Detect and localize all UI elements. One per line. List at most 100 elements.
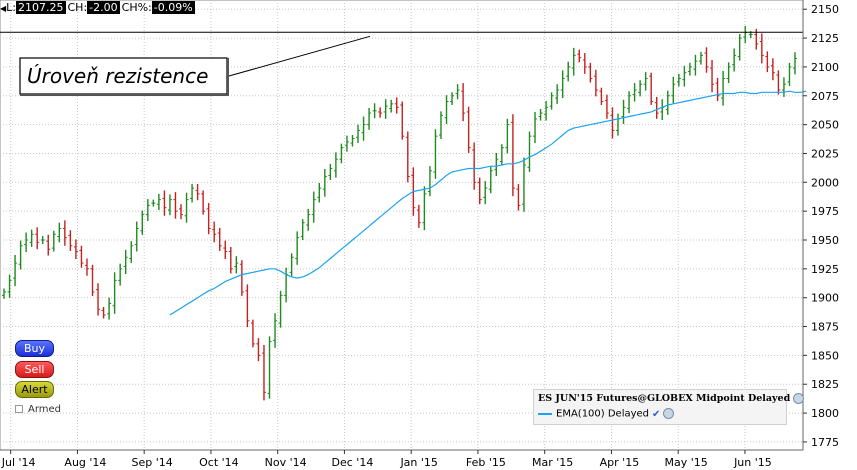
ohlc-bar [273, 313, 278, 348]
y-tick-label: 2075 [811, 90, 839, 103]
ohlc-bar [145, 199, 150, 221]
x-tick-label: Jun '15 [733, 456, 772, 469]
ohlc-bar [461, 83, 466, 122]
ohlc-bar [577, 49, 582, 63]
ohlc-bar [217, 227, 222, 251]
legend-ema-label: EMA(100) Delayed [556, 408, 650, 420]
ohlc-bar [654, 96, 659, 119]
ohlc-bar [488, 166, 493, 194]
annotation-pointer-line [228, 35, 371, 77]
ohlc-bar [555, 84, 560, 104]
ohlc-bar [79, 245, 84, 268]
ohlc-bar [356, 124, 361, 144]
ohlc-bar [328, 163, 333, 180]
ohlc-bar [588, 62, 593, 83]
x-tick-label: Mar '15 [532, 456, 573, 469]
ohlc-bar [129, 241, 134, 264]
x-tick-label: Aug '14 [64, 456, 106, 469]
ohlc-bar [599, 87, 604, 105]
ohlc-bar [721, 70, 726, 106]
ohlc-bar [627, 91, 632, 114]
x-tick-label: Feb '15 [466, 456, 506, 469]
ohlc-bar [84, 258, 89, 276]
ohlc-bar [770, 58, 775, 81]
ohlc-bar [687, 62, 692, 76]
ohlc-bar [549, 92, 554, 110]
ohlc-bar [295, 231, 300, 265]
grid [0, 0, 804, 451]
ohlc-bar [261, 345, 266, 401]
ohlc-bar [571, 47, 576, 76]
quote-header: ◀L: 2107.25 CH: -2.00 CH%: -0.09% [0, 0, 195, 16]
ohlc-bar [167, 194, 172, 216]
ohlc-bar [190, 184, 195, 203]
ohlc-bar [322, 169, 327, 197]
ohlc-bar [267, 336, 272, 399]
last-value: 2107.25 [16, 1, 66, 14]
ohlc-bar [615, 113, 620, 136]
change-percent-label: CH%: [121, 1, 152, 14]
change-value: -2.00 [87, 1, 120, 14]
ohlc-bar [660, 99, 665, 120]
ohlc-bar [317, 182, 322, 203]
ohlc-bar [438, 111, 443, 140]
ohlc-bar [732, 48, 737, 72]
ohlc-bar [682, 65, 687, 87]
ohlc-bar [201, 190, 206, 215]
armed-checkbox[interactable] [15, 405, 23, 413]
ohlc-bar [344, 135, 349, 152]
x-tick-label: Sep '14 [132, 456, 173, 469]
x-tick-label: Dec '14 [332, 456, 374, 469]
ohlc-bar [18, 240, 23, 270]
ohlc-bar [472, 142, 477, 190]
check-icon[interactable]: ✔ [652, 408, 661, 420]
menu-arrow-icon[interactable]: ◀ [0, 4, 7, 13]
ohlc-bar [560, 70, 565, 99]
ohlc-bar [2, 288, 6, 299]
ohlc-bar [394, 97, 399, 114]
ohlc-bar [90, 264, 95, 296]
ohlc-bar [538, 109, 543, 121]
ema-globe-icon[interactable] [663, 408, 675, 419]
ohlc-bar [671, 76, 676, 104]
ohlc-bar [311, 191, 316, 223]
ohlc-bar [710, 60, 715, 93]
ohlc-bar [776, 70, 781, 95]
annotation-text: Úroveň rezistence [27, 64, 208, 88]
ohlc-bar [715, 77, 720, 101]
ohlc-bar [665, 90, 670, 115]
ohlc-bar [499, 144, 504, 165]
y-tick-label: 1775 [811, 436, 839, 449]
ohlc-bar [638, 80, 643, 97]
alert-button[interactable]: Alert [15, 381, 54, 398]
ohlc-bar [632, 83, 637, 102]
ohlc-bar [433, 129, 438, 179]
ohlc-bar [416, 204, 421, 228]
ohlc-bar [278, 290, 283, 328]
ohlc-bar [649, 72, 654, 105]
ohlc-bar [378, 107, 383, 118]
ohlc-bar [643, 72, 648, 91]
y-tick-label: 2100 [811, 61, 839, 74]
time-axis: Jul '14 Aug '14 Sep '14 Oct '14 Nov '14 Dec '… [1, 450, 772, 469]
ohlc-bar [134, 221, 139, 252]
chart-legend: ES JUN'15 Futures@GLOBEX Midpoint Delaye… [533, 389, 805, 425]
ema-100-line [169, 90, 807, 316]
y-tick-label: 2150 [811, 3, 839, 16]
settings-globe-icon[interactable] [793, 393, 805, 404]
ohlc-bar [112, 272, 117, 314]
ohlc-bar [7, 274, 12, 298]
ohlc-bar [405, 131, 410, 183]
ohlc-bar [223, 240, 228, 260]
y-tick-label: 1925 [811, 263, 839, 276]
armed-toggle[interactable]: Armed [15, 404, 61, 415]
ohlc-bar [521, 157, 526, 212]
sell-button[interactable]: Sell [15, 361, 54, 378]
x-tick-label: Oct '14 [199, 456, 239, 469]
buy-button[interactable]: Buy [15, 340, 54, 357]
ohlc-bar [444, 95, 449, 125]
ohlc-bar [289, 253, 294, 277]
y-tick-label: 1975 [811, 205, 839, 218]
ohlc-bar [245, 284, 250, 328]
